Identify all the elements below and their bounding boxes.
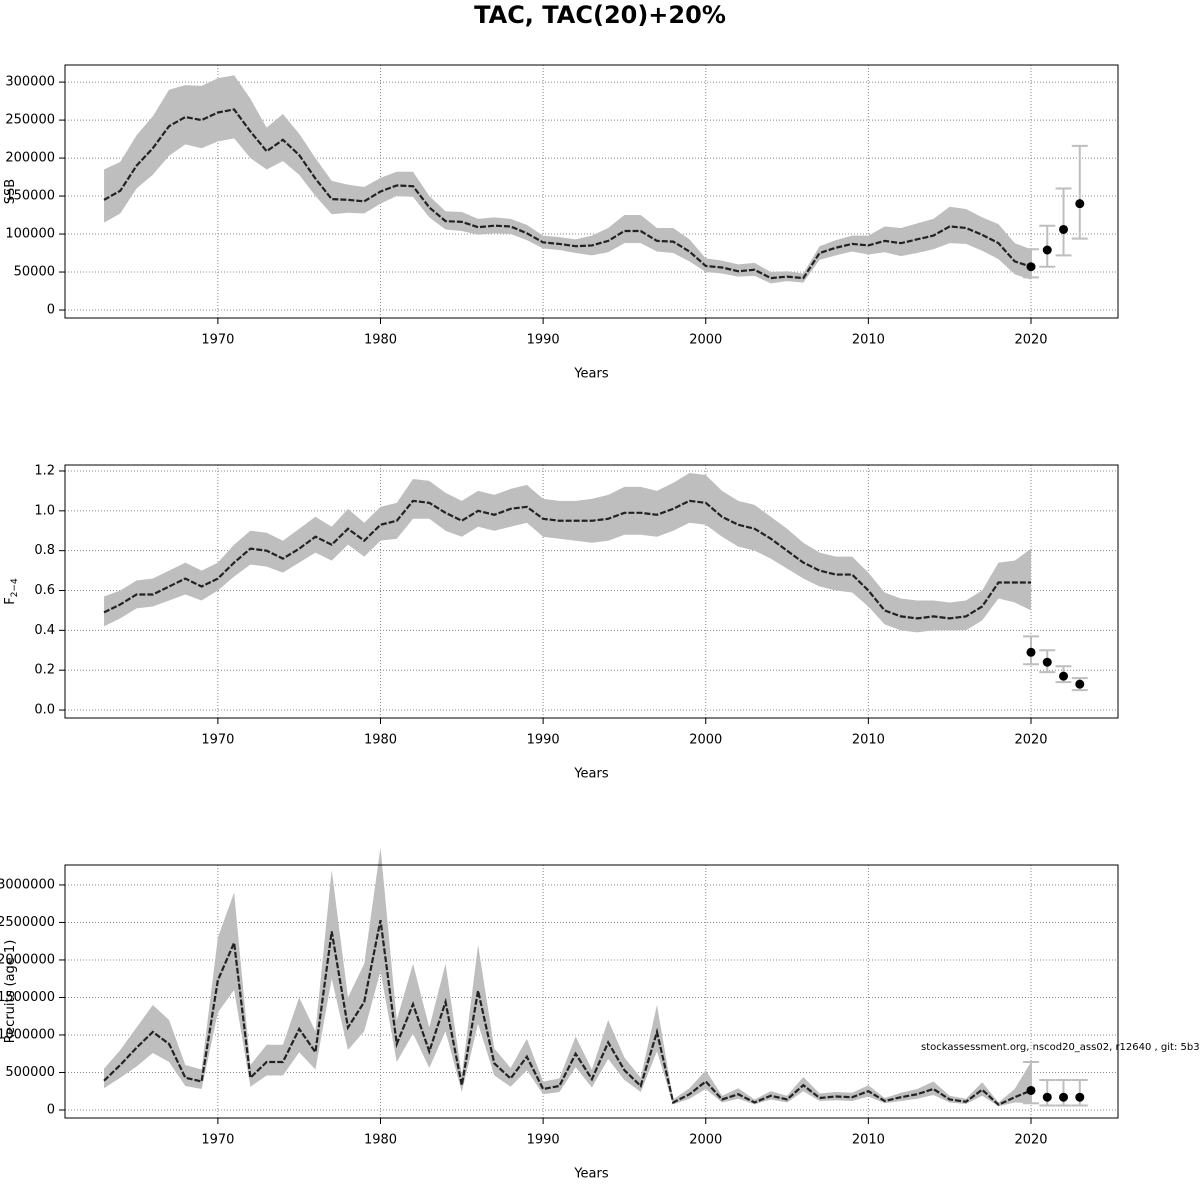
confidence-band bbox=[104, 472, 1031, 633]
forecast-point bbox=[1026, 1085, 1036, 1095]
confidence-band bbox=[104, 847, 1031, 1107]
y-tick-label: 0 bbox=[47, 303, 55, 318]
confidence-band bbox=[104, 75, 1031, 284]
forecast-point bbox=[1042, 245, 1052, 255]
panel: 1970 1980 1990 2000 2010 2020 0 500000 1000000 15… bbox=[0, 847, 1200, 1182]
plot-frame bbox=[64, 64, 1119, 319]
x-tick-label: 2020 bbox=[1014, 333, 1047, 348]
forecast-point bbox=[1026, 262, 1036, 272]
y-tick-label: 1.0 bbox=[34, 503, 55, 518]
y-tick-label: 1500000 bbox=[0, 990, 55, 1005]
annotation: stockassessment.org, nscod20_ass02, r126… bbox=[921, 1042, 1200, 1053]
x-axis-label: Years bbox=[573, 1167, 609, 1182]
x-tick-label: 1970 bbox=[201, 333, 234, 348]
y-axis-label: SSB bbox=[3, 179, 18, 204]
x-tick-label: 1980 bbox=[364, 733, 397, 748]
x-tick-label: 1990 bbox=[527, 733, 560, 748]
panel: 1970 1980 1990 2000 2010 2020 0.0 0.2 0.4 0.6 0.8 1… bbox=[3, 463, 1119, 782]
y-tick-label: 150000 bbox=[5, 189, 55, 204]
y-tick-label: 200000 bbox=[5, 151, 55, 166]
y-tick-label: 0 bbox=[47, 1102, 55, 1117]
y-tick-label: 0.4 bbox=[34, 623, 55, 638]
x-tick-label: 1990 bbox=[527, 333, 560, 348]
y-tick-label: 50000 bbox=[14, 265, 55, 280]
y-tick-label: 0.6 bbox=[34, 583, 55, 598]
forecast-point bbox=[1059, 671, 1069, 681]
y-tick-label: 0.2 bbox=[34, 663, 55, 678]
y-tick-label: 300000 bbox=[5, 75, 55, 90]
x-tick-label: 2000 bbox=[689, 733, 722, 748]
x-axis-label: Years bbox=[573, 367, 609, 382]
y-tick-label: 2000000 bbox=[0, 952, 55, 967]
y-tick-label: 500000 bbox=[5, 1065, 55, 1080]
x-tick-label: 1970 bbox=[201, 733, 234, 748]
x-axis-label: Years bbox=[573, 767, 609, 782]
figure-title: TAC, TAC(20)+20% bbox=[474, 1, 726, 29]
y-axis-label-text: SSB bbox=[3, 179, 18, 204]
x-tick-label: 1970 bbox=[201, 1133, 234, 1148]
y-axis-label-sub: 2−4 bbox=[10, 578, 20, 597]
x-tick-label: 2010 bbox=[852, 1133, 885, 1148]
x-tick-label: 2000 bbox=[689, 1133, 722, 1148]
forecast-point bbox=[1042, 657, 1052, 667]
y-tick-label: 2500000 bbox=[0, 915, 55, 930]
y-tick-label: 1000000 bbox=[0, 1027, 55, 1042]
forecast-point bbox=[1075, 1092, 1085, 1102]
forecast-point bbox=[1059, 224, 1069, 234]
estimate-line bbox=[103, 108, 1032, 280]
plot-frame bbox=[64, 864, 1119, 1119]
forecast-point bbox=[1075, 679, 1085, 689]
forecast-point bbox=[1026, 647, 1036, 657]
x-tick-label: 2020 bbox=[1014, 733, 1047, 748]
y-tick-label: 0.8 bbox=[34, 543, 55, 558]
y-axis-label: F2−4 bbox=[3, 578, 20, 605]
x-tick-label: 1980 bbox=[364, 333, 397, 348]
forecast-point bbox=[1042, 1092, 1052, 1102]
x-tick-label: 2010 bbox=[852, 733, 885, 748]
forecast-point bbox=[1059, 1092, 1069, 1102]
x-tick-label: 2000 bbox=[689, 333, 722, 348]
y-tick-label: 100000 bbox=[5, 227, 55, 242]
y-tick-label: 3000000 bbox=[0, 877, 55, 892]
y-tick-label: 250000 bbox=[5, 113, 55, 128]
y-axis-label-text: F bbox=[3, 597, 18, 604]
x-tick-label: 1980 bbox=[364, 1133, 397, 1148]
x-tick-label: 1990 bbox=[527, 1133, 560, 1148]
plot-frame bbox=[64, 464, 1119, 719]
estimate-line bbox=[103, 499, 1031, 620]
x-tick-label: 2010 bbox=[852, 333, 885, 348]
estimate-line bbox=[103, 919, 1032, 1107]
y-axis-label: Recruits (age 1) bbox=[3, 940, 18, 1044]
y-axis-label-text: Recruits (age 1) bbox=[3, 940, 18, 1044]
forecast-point bbox=[1075, 199, 1085, 209]
panel: 1970 1980 1990 2000 2010 2020 0 50000 100000 1500… bbox=[3, 64, 1119, 382]
x-tick-label: 2020 bbox=[1014, 1133, 1047, 1148]
y-tick-label: 1.2 bbox=[34, 463, 55, 478]
y-tick-label: 0.0 bbox=[34, 703, 55, 718]
